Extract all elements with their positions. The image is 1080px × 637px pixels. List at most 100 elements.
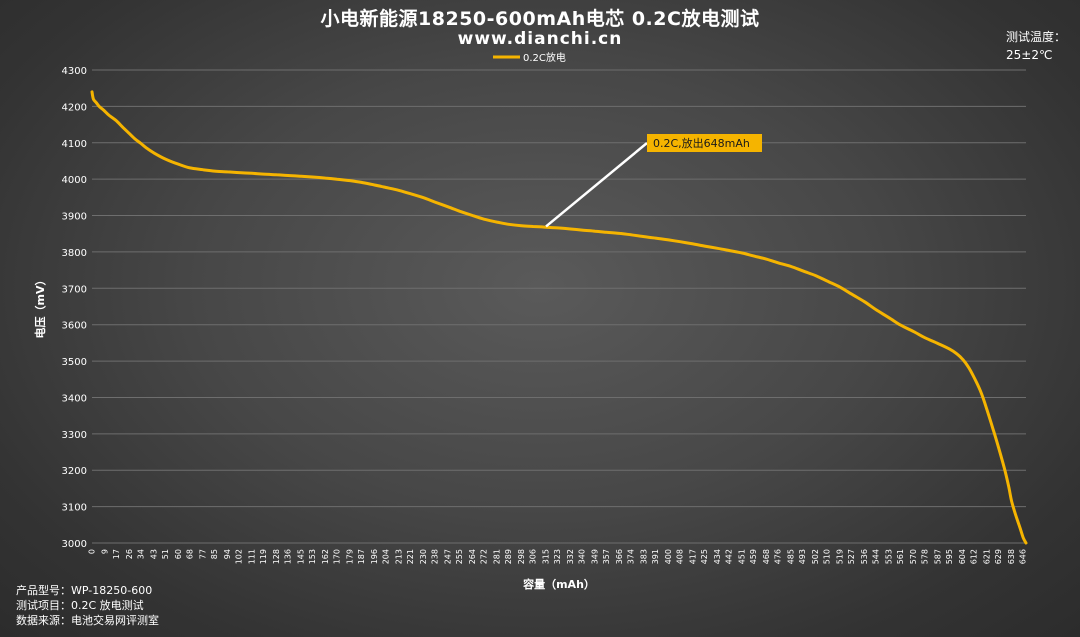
y-tick-label: 3600: [62, 321, 87, 332]
annotation-leader-line: [545, 142, 648, 228]
footer-source: 数据来源：电池交易网评测室: [16, 614, 159, 627]
x-tick-label: 383: [640, 549, 649, 564]
x-tick-label: 26: [125, 549, 134, 559]
temperature-note: 测试温度： 25±2℃: [1006, 28, 1076, 64]
x-tick-label: 43: [149, 549, 158, 559]
y-tick-label: 3900: [62, 212, 87, 223]
x-tick-label: 9: [100, 549, 109, 554]
x-tick-label: 17: [112, 549, 121, 559]
x-tick-label: 136: [284, 549, 293, 564]
x-tick-label: 221: [406, 549, 415, 564]
x-tick-label: 213: [395, 549, 404, 564]
y-tick-label: 3400: [62, 393, 87, 404]
y-tick-label: 3800: [62, 248, 87, 259]
x-tick-label: 272: [480, 549, 489, 564]
x-tick-label: 527: [847, 549, 856, 564]
x-tick-label: 51: [161, 549, 170, 559]
x-tick-label: 459: [749, 549, 758, 564]
x-tick-label: 306: [529, 549, 538, 564]
y-tick-label: 3300: [62, 430, 87, 441]
x-tick-label: 77: [198, 549, 207, 559]
x-tick-label: 264: [468, 549, 477, 564]
chart-title: 小电新能源18250-600mAh电芯 0.2C放电测试: [320, 8, 760, 30]
annotation-box: [647, 134, 762, 152]
x-tick-label: 519: [836, 549, 845, 564]
y-tick-label: 3000: [62, 539, 87, 550]
x-tick-label: 0: [88, 549, 97, 554]
x-tick-label: 281: [493, 549, 502, 564]
x-tick-label: 493: [798, 549, 807, 564]
x-tick-label: 60: [174, 549, 183, 559]
x-tick-label: 604: [958, 549, 967, 564]
x-tick-label: 553: [885, 549, 894, 564]
y-axis-label: 电压（mV）: [33, 275, 47, 339]
x-tick-label: 289: [504, 549, 513, 564]
x-tick-label: 102: [235, 549, 244, 564]
x-tick-label: 94: [223, 549, 232, 559]
x-tick-label: 323: [553, 549, 562, 564]
x-tick-label: 357: [602, 549, 611, 564]
y-tick-label: 4200: [62, 102, 87, 113]
x-tick-label: 646: [1019, 549, 1028, 564]
x-tick-label: 332: [566, 549, 575, 564]
y-tick-label: 4000: [62, 175, 87, 186]
x-tick-label: 128: [272, 549, 281, 564]
y-tick-label: 3100: [62, 503, 87, 514]
footer-item: 测试项目：0.2C 放电测试: [16, 599, 144, 612]
x-tick-label: 561: [896, 549, 905, 564]
x-tick-label: 340: [578, 549, 587, 564]
x-tick-label: 204: [382, 549, 391, 564]
y-tick-label: 3500: [62, 357, 87, 368]
x-tick-label: 145: [296, 549, 305, 564]
x-tick-label: 196: [370, 549, 379, 564]
x-tick-label: 400: [664, 549, 673, 564]
x-tick-label: 536: [860, 549, 869, 564]
x-tick-label: 68: [186, 549, 195, 559]
x-tick-label: 349: [591, 549, 600, 564]
y-tick-label: 3700: [62, 284, 87, 295]
x-tick-label: 417: [689, 549, 698, 564]
y-tick-label: 4100: [62, 139, 87, 150]
x-tick-label: 111: [247, 549, 256, 564]
x-tick-label: 315: [542, 549, 551, 564]
x-tick-label: 374: [627, 549, 636, 564]
x-tick-label: 366: [615, 549, 624, 564]
x-tick-label: 238: [431, 549, 440, 564]
x-tick-label: 587: [934, 549, 943, 564]
footer-model: 产品型号：WP-18250-600: [16, 584, 153, 597]
annotation-label: 0.2C,放出648mAh: [653, 136, 750, 150]
x-tick-label: 476: [774, 549, 783, 564]
x-tick-label: 179: [346, 549, 355, 564]
x-tick-label: 442: [725, 549, 734, 564]
x-tick-label: 230: [419, 549, 428, 564]
x-tick-label: 485: [787, 549, 796, 564]
x-axis-label: 容量（mAh）: [522, 577, 595, 591]
x-tick-label: 578: [921, 549, 930, 564]
x-tick-label: 629: [994, 549, 1003, 564]
temperature-label: 测试温度：: [1006, 30, 1067, 44]
x-tick-label: 408: [676, 549, 685, 564]
x-tick-label: 85: [210, 549, 219, 559]
x-tick-label: 468: [762, 549, 771, 564]
x-tick-label: 34: [137, 549, 146, 559]
x-tick-label: 187: [357, 549, 366, 564]
x-tick-label: 255: [455, 549, 464, 564]
x-tick-label: 510: [823, 549, 832, 564]
y-tick-label: 3200: [62, 466, 87, 477]
x-tick-label: 170: [333, 549, 342, 564]
x-tick-label: 391: [651, 549, 660, 564]
x-tick-label: 434: [713, 549, 722, 564]
legend-label: 0.2C放电: [523, 51, 566, 64]
y-tick-label: 4300: [62, 66, 87, 77]
temperature-value: 25±2℃: [1006, 48, 1053, 62]
x-tick-label: 162: [321, 549, 330, 564]
x-tick-label: 425: [700, 549, 709, 564]
series-line-0.2c-discharge: [90, 90, 1028, 545]
x-tick-label: 247: [444, 549, 453, 564]
chart-subtitle: www.dianchi.cn: [457, 29, 623, 49]
footer-info: 产品型号：WP-18250-600 测试项目：0.2C 放电测试 数据来源：电池…: [16, 583, 159, 628]
x-tick-label: 119: [259, 549, 268, 564]
x-tick-label: 570: [909, 549, 918, 564]
